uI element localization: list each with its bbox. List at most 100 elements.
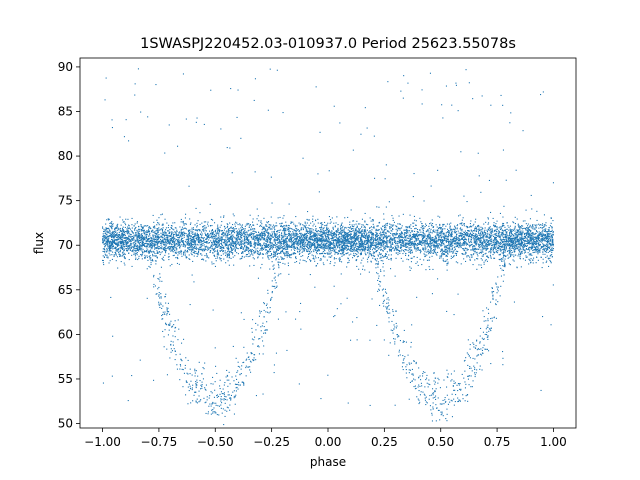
data-point <box>432 239 434 241</box>
data-point <box>397 336 399 338</box>
data-point <box>163 249 165 251</box>
data-point <box>415 240 417 242</box>
data-point <box>180 218 182 220</box>
data-point <box>386 308 388 310</box>
data-point <box>311 230 313 232</box>
data-point <box>510 245 512 247</box>
data-point <box>222 239 224 241</box>
data-point <box>467 353 469 355</box>
data-point <box>451 231 453 233</box>
data-point <box>480 249 482 251</box>
data-point <box>364 249 366 251</box>
data-point <box>336 251 338 253</box>
data-point <box>205 253 207 255</box>
data-point <box>437 247 439 249</box>
data-point <box>402 97 404 99</box>
data-point <box>257 239 259 241</box>
data-point <box>456 227 458 229</box>
data-point <box>464 387 466 389</box>
data-point <box>481 228 483 230</box>
data-point <box>298 248 300 250</box>
data-point <box>130 234 132 236</box>
data-point <box>379 285 381 287</box>
data-point <box>326 240 328 242</box>
data-point <box>265 253 267 255</box>
data-point <box>199 212 201 214</box>
data-point <box>448 398 450 400</box>
data-point <box>414 235 416 237</box>
data-point <box>155 236 157 238</box>
data-point <box>531 238 533 240</box>
data-point <box>496 247 498 249</box>
data-point <box>147 232 149 234</box>
data-point <box>526 242 528 244</box>
data-point <box>307 219 309 221</box>
data-point <box>342 230 344 232</box>
data-point <box>225 231 227 233</box>
data-point <box>425 224 427 226</box>
data-point <box>189 234 191 236</box>
data-point <box>175 243 177 245</box>
data-point <box>478 231 480 233</box>
data-point <box>320 232 322 234</box>
data-point <box>271 254 273 256</box>
data-point <box>405 372 407 374</box>
data-point <box>214 412 216 414</box>
data-point <box>273 264 275 266</box>
data-point <box>412 241 414 243</box>
data-point <box>535 243 537 245</box>
data-point <box>516 232 518 234</box>
data-point <box>134 229 136 231</box>
data-point <box>183 243 185 245</box>
data-point <box>224 398 226 400</box>
data-point <box>123 136 125 138</box>
data-point <box>286 256 288 258</box>
data-point <box>446 249 448 251</box>
data-point <box>510 233 512 235</box>
data-point <box>519 248 521 250</box>
data-point <box>187 229 189 231</box>
data-point <box>475 226 477 228</box>
data-point <box>202 367 204 369</box>
data-point <box>403 243 405 245</box>
data-point <box>457 400 459 402</box>
data-point <box>481 369 483 371</box>
data-point <box>379 241 381 243</box>
data-point <box>373 251 375 253</box>
data-point <box>291 233 293 235</box>
data-point <box>502 364 504 366</box>
data-point <box>183 234 185 236</box>
data-point <box>212 232 214 234</box>
data-point <box>450 244 452 246</box>
data-point <box>218 242 220 244</box>
data-point <box>550 234 552 236</box>
data-point <box>137 239 139 241</box>
data-point <box>389 342 391 344</box>
data-point <box>196 239 198 241</box>
data-point <box>398 349 400 351</box>
data-point <box>188 238 190 240</box>
data-point <box>299 259 301 261</box>
data-point <box>345 242 347 244</box>
data-point <box>527 231 529 233</box>
data-point <box>212 401 214 403</box>
data-point <box>536 230 538 232</box>
data-point <box>369 339 371 341</box>
data-point <box>513 256 515 258</box>
data-point <box>412 374 414 376</box>
data-point <box>506 238 508 240</box>
data-point <box>353 255 355 257</box>
data-point <box>258 239 260 241</box>
data-point <box>200 388 202 390</box>
data-point <box>393 224 395 226</box>
data-point <box>550 244 552 246</box>
data-point <box>149 252 151 254</box>
data-point <box>401 235 403 237</box>
data-point <box>207 225 209 227</box>
data-point <box>329 248 331 250</box>
data-point <box>228 239 230 241</box>
data-point <box>161 236 163 238</box>
data-point <box>432 223 434 225</box>
data-point <box>376 232 378 234</box>
data-point <box>492 235 494 237</box>
